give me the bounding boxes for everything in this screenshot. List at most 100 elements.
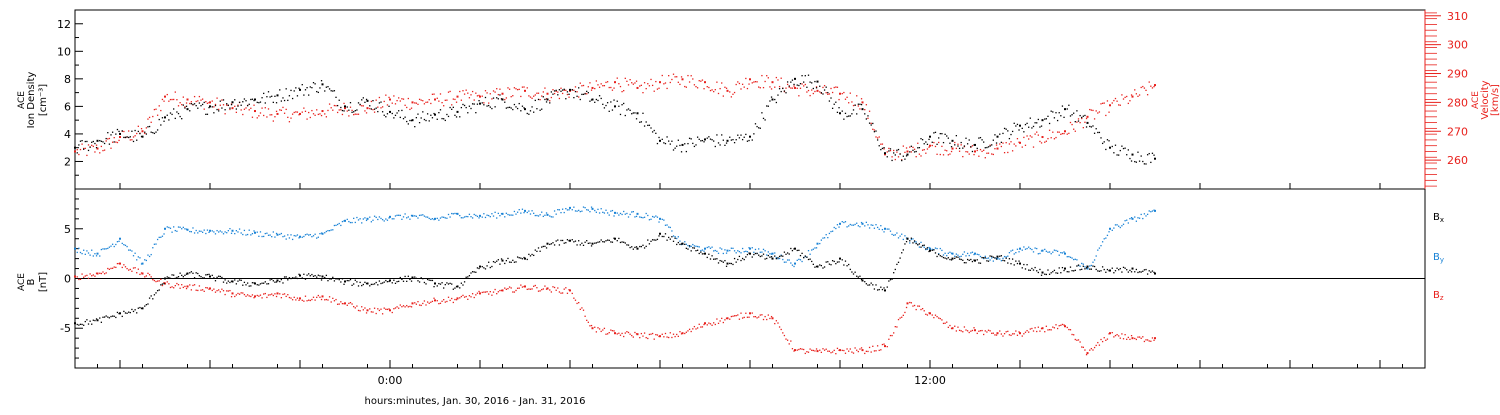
by-series-sample: [168, 226, 170, 229]
density-series-sample: [831, 107, 834, 110]
density-series-sample: [785, 92, 787, 94]
velocity-series-sample: [758, 86, 760, 88]
by-series-sample: [830, 230, 832, 233]
bx-series-sample: [1093, 265, 1096, 268]
by-series-sample: [520, 212, 522, 214]
density-series-sample: [296, 95, 299, 97]
bx-series-point: [569, 239, 571, 242]
by-series-sample: [478, 217, 480, 219]
by-series-sample: [414, 215, 416, 217]
by-series-sample: [549, 215, 551, 217]
bz-series-sample: [418, 304, 421, 306]
density-series-sample: [722, 139, 724, 141]
density-series-sample: [528, 113, 530, 115]
bx-series-sample: [991, 255, 993, 257]
bx-series-sample: [852, 273, 855, 275]
by-series-sample: [1053, 249, 1056, 251]
density-series-sample: [544, 98, 546, 101]
density-series-point: [524, 108, 526, 111]
by-series-sample: [555, 213, 557, 215]
velocity-series-sample: [921, 149, 924, 151]
velocity-series-sample: [1034, 133, 1036, 135]
velocity-series-sample: [695, 85, 697, 88]
velocity-series-sample: [909, 146, 911, 148]
velocity-series-point: [929, 144, 931, 147]
bx-series-sample: [801, 252, 803, 255]
bx-series-sample: [283, 276, 286, 278]
velocity-series-point: [119, 136, 121, 139]
density-series-sample: [1026, 122, 1028, 125]
bz-series-sample: [346, 304, 348, 306]
density-series-point: [884, 152, 886, 155]
by-series-sample: [308, 234, 310, 236]
bx-series-sample: [174, 277, 176, 280]
bx-series-sample: [123, 310, 125, 313]
density-series-sample: [409, 119, 411, 122]
by-series-sample: [970, 252, 972, 254]
density-series-sample: [550, 91, 553, 93]
density-series-sample: [947, 137, 949, 139]
velocity-series-sample: [1045, 140, 1048, 142]
velocity-series-sample: [518, 88, 520, 91]
velocity-series-sample: [478, 94, 480, 97]
density-series-sample: [1060, 115, 1062, 117]
bx-series-sample: [579, 244, 581, 246]
bx-series-sample: [655, 239, 657, 241]
bx-series-sample: [557, 239, 559, 241]
bx-series-sample: [913, 240, 916, 242]
velocity-series-sample: [983, 149, 985, 151]
bz-series-sample: [473, 296, 475, 299]
by-series-sample: [271, 236, 273, 238]
density-series-sample: [158, 118, 160, 121]
density-series-sample: [282, 97, 284, 99]
velocity-series-sample: [304, 110, 307, 112]
density-series-sample: [1101, 142, 1104, 145]
bz-series-sample: [886, 346, 888, 348]
density-series-sample: [124, 136, 127, 138]
by-series-sample: [95, 255, 98, 257]
density-series-sample: [537, 98, 540, 101]
density-series-sample: [671, 140, 673, 142]
velocity-series-sample: [846, 96, 848, 98]
bx-series-sample: [298, 273, 300, 275]
bz-series-point: [1041, 327, 1044, 330]
density-series-sample: [418, 122, 421, 124]
by-series-sample: [148, 255, 151, 258]
bz-series-sample: [1031, 327, 1033, 330]
bz-series-sample: [190, 289, 193, 291]
velocity-series-sample: [455, 101, 458, 103]
bx-series-sample: [611, 241, 614, 243]
bx-series-sample: [664, 233, 667, 235]
velocity-series-sample: [663, 83, 665, 85]
bx-series-sample: [629, 246, 631, 249]
density-series-sample: [328, 88, 331, 90]
bz-series-sample: [86, 274, 88, 277]
density-series-sample: [803, 81, 805, 83]
bz-series-point: [929, 312, 931, 315]
bx-series-sample: [1134, 271, 1136, 273]
density-series-point: [659, 139, 661, 142]
density-series-sample: [676, 145, 678, 147]
velocity-series-sample: [838, 98, 840, 101]
bz-series-sample: [610, 329, 612, 331]
density-series-sample: [888, 150, 890, 152]
velocity-series-sample: [1108, 111, 1110, 113]
bx-series-sample: [589, 242, 591, 244]
bx-series-sample: [1077, 264, 1080, 266]
density-series-point: [906, 153, 909, 156]
by-series-sample: [835, 227, 837, 230]
by-series-sample: [574, 210, 577, 212]
velocity-series-sample: [923, 149, 925, 151]
bz-series-sample: [481, 291, 483, 294]
velocity-series-sample: [703, 88, 705, 90]
bx-series-point: [1154, 272, 1156, 275]
by-series-sample: [999, 258, 1001, 260]
by-series-sample: [560, 211, 562, 214]
bx-series-sample: [743, 258, 745, 261]
density-series-sample: [213, 112, 215, 114]
bx-series-sample: [902, 249, 904, 251]
by-series-sample: [685, 243, 688, 245]
density-series-sample: [836, 111, 839, 114]
velocity-series-sample: [860, 98, 863, 100]
by-series-sample: [838, 226, 840, 228]
